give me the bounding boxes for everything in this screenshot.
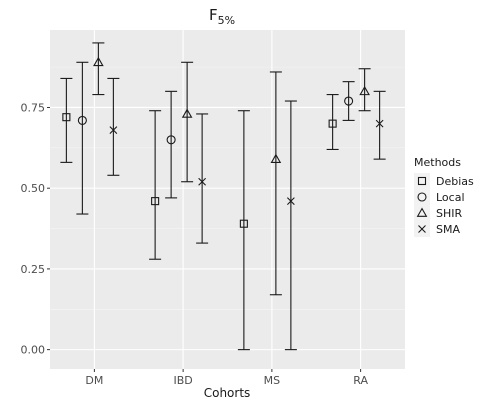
point-marker: [93, 56, 104, 67]
data-point: [181, 61, 194, 183]
legend-label: Debias: [436, 175, 474, 188]
point-marker: [344, 96, 354, 106]
series-local: [76, 61, 355, 215]
x-axis: DM IBD MS RA: [85, 369, 368, 387]
plot-panel: [50, 30, 405, 369]
x-tick-label: DM: [85, 374, 103, 387]
point-marker: [286, 197, 295, 206]
x-tick-label: MS: [264, 374, 280, 387]
x-tick-label: RA: [353, 374, 368, 387]
series-sma: [107, 77, 386, 351]
data-point: [76, 61, 89, 215]
legend-key-box: [414, 205, 430, 221]
legend-item-shir: SHIR: [414, 205, 462, 221]
data-point: [284, 100, 297, 351]
legend-key-box: [414, 189, 430, 205]
legend-label: SHIR: [436, 207, 462, 220]
data-point: [358, 68, 371, 112]
data-point: [107, 77, 120, 176]
data-point: [165, 90, 178, 199]
data-point: [269, 71, 282, 296]
data-point: [92, 42, 105, 96]
legend-marker: [417, 176, 427, 186]
data-series: [60, 42, 386, 351]
point-marker: [109, 126, 118, 134]
legend-marker: [417, 192, 427, 202]
legend-label: SMA: [436, 223, 460, 236]
data-point: [342, 81, 355, 121]
y-tick-label: 0.50: [21, 182, 46, 195]
point-marker: [239, 219, 248, 228]
data-point: [196, 113, 209, 244]
legend-marker: [416, 207, 428, 217]
series-shir: [92, 42, 371, 296]
y-tick-label: 0.75: [21, 101, 46, 114]
point-marker: [151, 197, 160, 206]
y-tick-label: 0.00: [21, 344, 46, 357]
chart-title-main: F: [209, 6, 218, 24]
point-marker: [181, 108, 193, 118]
y-axis: 0.00 0.25 0.50 0.75: [21, 101, 50, 357]
legend-item-debias: Debias: [414, 173, 474, 189]
point-marker: [375, 119, 384, 128]
data-point: [149, 110, 162, 260]
grid-lines: [50, 30, 405, 369]
data-point: [373, 90, 386, 160]
chart-title: F5%: [209, 6, 235, 27]
legend-item-local: Local: [414, 189, 465, 205]
point-marker: [77, 115, 87, 125]
data-point: [60, 77, 73, 163]
legend-keys: Debias Local SHIR SMA: [414, 173, 474, 237]
legend: Methods Debias Local SHIR SMA: [414, 156, 474, 237]
chart-title-subscript: 5%: [218, 14, 235, 27]
point-marker: [270, 153, 282, 163]
legend-key-box: [414, 173, 430, 189]
legend-item-sma: SMA: [414, 221, 460, 237]
x-tick-label: IBD: [173, 374, 192, 387]
legend-title: Methods: [414, 156, 461, 169]
x-axis-title: Cohorts: [204, 386, 251, 400]
point-marker: [166, 135, 176, 145]
data-point: [326, 94, 339, 151]
legend-label: Local: [436, 191, 465, 204]
point-marker: [359, 85, 370, 96]
y-tick-label: 0.25: [21, 263, 46, 276]
series-debias: [60, 77, 339, 351]
data-point: [237, 110, 250, 351]
legend-marker: [418, 225, 426, 233]
point-marker: [62, 113, 71, 122]
point-marker: [328, 119, 337, 128]
point-marker: [198, 177, 207, 186]
